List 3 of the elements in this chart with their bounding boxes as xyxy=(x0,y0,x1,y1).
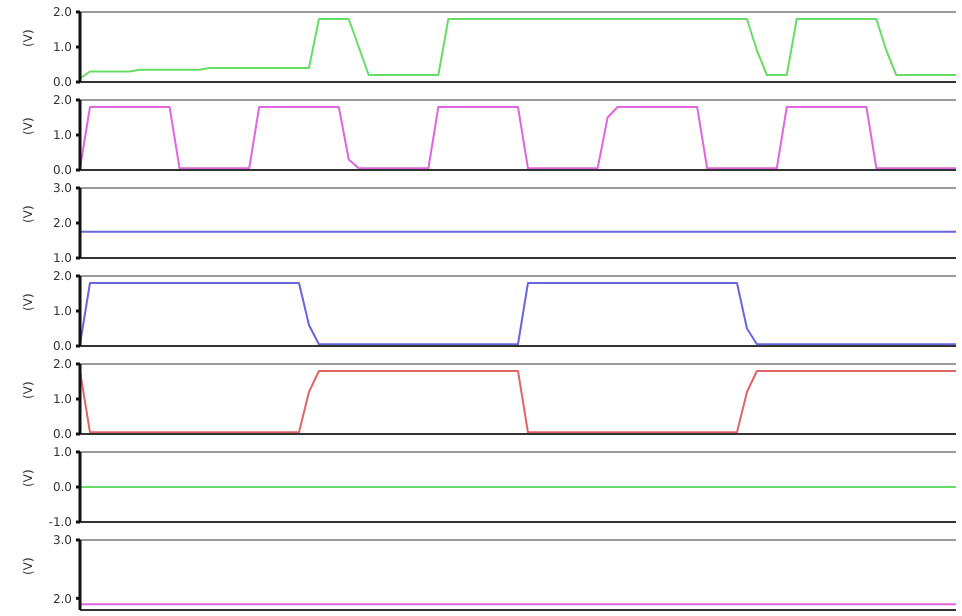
line-series xyxy=(79,106,957,170)
line-series xyxy=(79,18,957,80)
line-series xyxy=(79,282,957,346)
